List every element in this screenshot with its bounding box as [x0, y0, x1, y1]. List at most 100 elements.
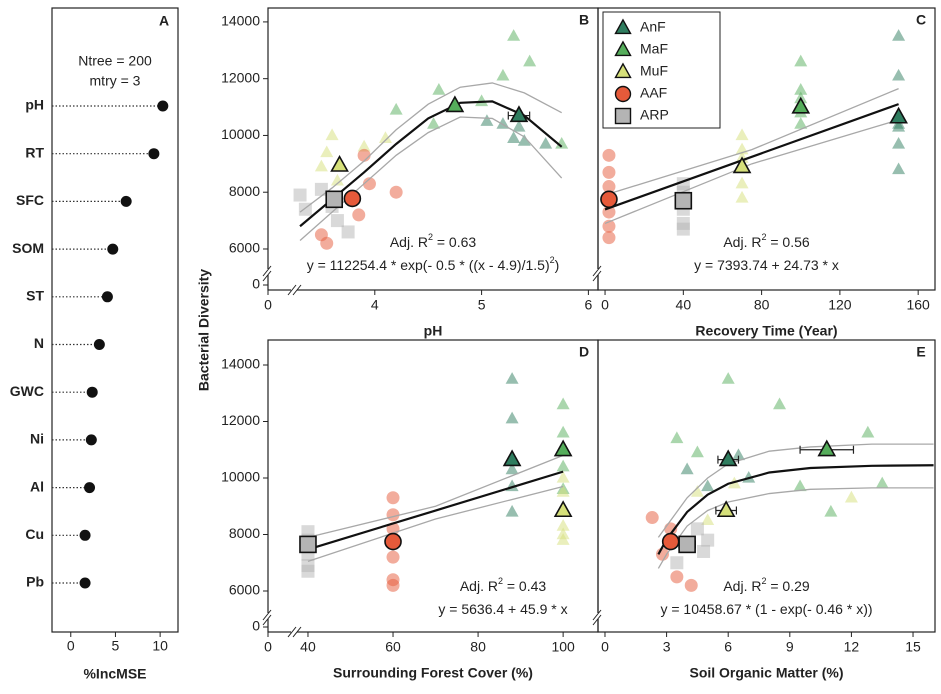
- fit-line: [307, 470, 564, 551]
- y-tick-label: 14000: [221, 13, 260, 29]
- raw-point: [386, 550, 400, 564]
- category-label: RT: [25, 144, 44, 160]
- dot: [86, 386, 98, 398]
- dot: [148, 148, 160, 160]
- x-axis-title: Surrounding Forest Cover (%): [333, 665, 533, 681]
- raw-point: [721, 372, 735, 384]
- x-tick-label: 80: [754, 297, 770, 313]
- x-tick-label: 0: [264, 297, 272, 313]
- legend-marker: [614, 18, 632, 35]
- axis-break: [262, 614, 272, 626]
- x-tick-label: 40: [300, 639, 316, 655]
- raw-point: [556, 519, 570, 531]
- x-tick-label: 0: [67, 638, 75, 654]
- x-tick-label: 3: [663, 639, 671, 655]
- category-label: SFC: [16, 192, 44, 208]
- raw-point: [892, 136, 906, 149]
- raw-point: [475, 94, 489, 107]
- mean-point: [384, 532, 402, 551]
- raw-point: [378, 131, 392, 143]
- dot: [120, 195, 132, 207]
- fit-line: [604, 103, 899, 211]
- mean-point: [343, 189, 362, 208]
- raw-point: [645, 511, 659, 525]
- category-label: Cu: [25, 526, 44, 542]
- raw-point: [861, 425, 875, 438]
- mean-point: [791, 96, 811, 114]
- mean-point: [661, 532, 680, 551]
- raw-point: [293, 188, 307, 202]
- raw-point: [794, 54, 808, 67]
- raw-point: [505, 462, 519, 475]
- x-tick-label: 6: [584, 297, 592, 313]
- raw-point: [320, 236, 334, 250]
- confidence-band: [604, 88, 899, 196]
- dot: [79, 529, 91, 541]
- axis-break: [292, 284, 302, 296]
- panel-label: E: [916, 344, 925, 360]
- raw-point: [602, 148, 616, 162]
- confidence-band: [307, 454, 564, 538]
- raw-point: [556, 397, 570, 410]
- raw-point: [362, 177, 376, 191]
- raw-point: [670, 570, 684, 584]
- x-tick-label: 0: [601, 639, 609, 655]
- axis-break-gap: [595, 269, 601, 275]
- legend-marker: [614, 40, 632, 57]
- legend-label: ARP: [640, 107, 669, 123]
- raw-point: [505, 504, 519, 517]
- raw-point: [507, 29, 521, 41]
- mean-point: [553, 439, 573, 457]
- confidence-band: [299, 82, 562, 213]
- legend-label: AnF: [640, 19, 666, 35]
- annotation: mtry = 3: [90, 73, 141, 89]
- panel-frame: [51, 7, 179, 633]
- confidence-band: [604, 119, 899, 225]
- raw-point: [670, 556, 684, 570]
- x-axis-title: pH: [424, 323, 443, 339]
- raw-point: [701, 533, 715, 547]
- y-axis-title: Bacterial Diversity: [196, 269, 212, 391]
- annotation-part: = 0.29: [766, 578, 809, 594]
- annotation: y = 10458.67 * (1 - exp(- 0.46 * x)): [660, 601, 872, 617]
- category-label: Pb: [26, 574, 44, 590]
- annotation-part: 2: [428, 232, 433, 242]
- annotation-part: = 0.63: [433, 234, 476, 250]
- annotation-part: 2: [550, 255, 555, 265]
- axis-break: [262, 609, 272, 621]
- annotation-part: y = 7393.74 + 24.73 * x: [694, 257, 839, 273]
- dot: [84, 482, 96, 494]
- raw-point: [330, 173, 344, 186]
- annotation: y = 5636.4 + 45.9 * x: [438, 601, 567, 617]
- raw-point: [357, 139, 371, 152]
- dot: [93, 339, 105, 350]
- raw-point: [480, 114, 494, 126]
- category-label: pH: [25, 97, 44, 113]
- x-tick-label: 12: [844, 639, 860, 655]
- raw-point: [301, 564, 315, 578]
- raw-point: [556, 485, 570, 497]
- y-tick-label: 0: [252, 618, 260, 634]
- y-tick-label: 12000: [221, 69, 260, 85]
- y-tick-label: 6000: [229, 240, 260, 256]
- raw-point: [341, 225, 355, 239]
- y-tick-label: 10000: [221, 469, 260, 485]
- y-tick-label: 0: [252, 276, 260, 292]
- category-label: ST: [26, 288, 44, 304]
- x-tick-label: 0: [264, 639, 272, 655]
- annotation-part: y = 5636.4 + 45.9 * x: [438, 601, 567, 617]
- raw-point: [314, 159, 328, 172]
- panel-frame: [267, 339, 599, 633]
- category-label: GWC: [10, 383, 44, 399]
- panel-frame: [597, 7, 936, 291]
- panel-label: C: [916, 12, 926, 28]
- annotation-part: = 0.56: [766, 234, 809, 250]
- raw-point: [386, 491, 400, 505]
- raw-point: [389, 102, 403, 115]
- raw-point: [325, 128, 339, 141]
- annotation-part: 2: [498, 576, 503, 586]
- annotation-part: y = 10458.67 * (1 - exp(- 0.46 * x)): [660, 601, 872, 617]
- x-tick-label: 40: [676, 297, 692, 313]
- mean-point: [674, 191, 693, 210]
- dot: [85, 434, 97, 446]
